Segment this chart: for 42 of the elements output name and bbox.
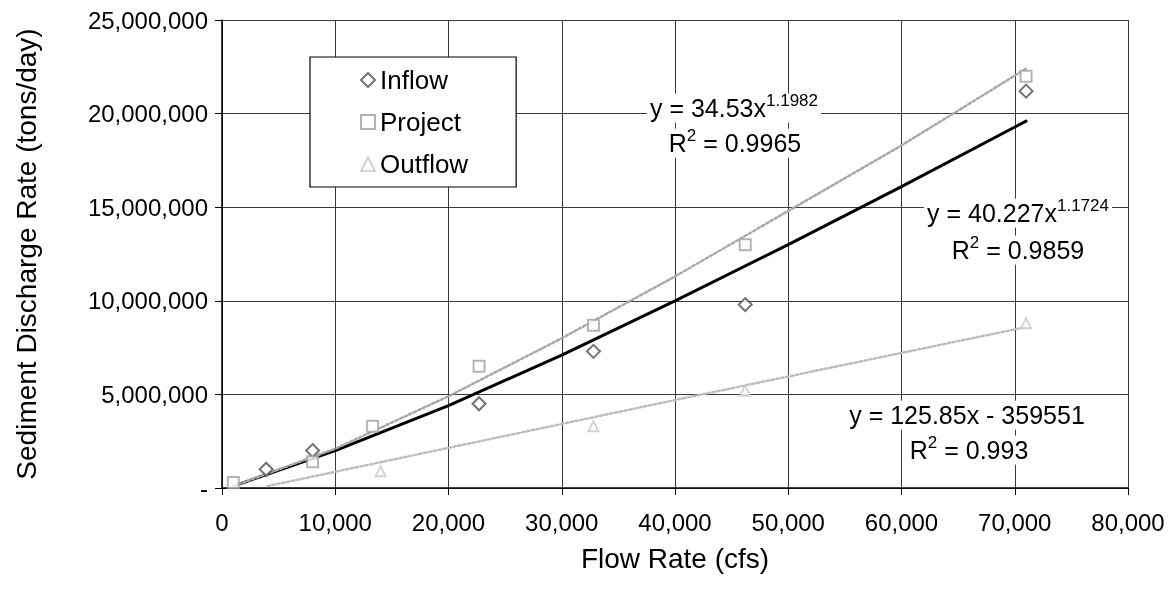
x-tick-label: 50,000 [751, 508, 825, 536]
y-tick-label: 5,000,000 [101, 380, 208, 408]
point [471, 396, 487, 412]
y-tick-label: 10,000,000 [87, 287, 208, 315]
point [472, 359, 486, 373]
annotation: y = 34.53x$^{1.1982}$ [646, 91, 822, 123]
x-tick-label: 80,000 [1091, 508, 1165, 536]
point [737, 297, 753, 313]
x-tick-label: 20,000 [411, 508, 486, 536]
y-tick-label: 15,000,000 [87, 193, 208, 221]
point [587, 420, 600, 433]
point [1019, 69, 1033, 83]
x-tick-label: 60,000 [864, 508, 939, 536]
annotation: y = 40.227x$^{1.1724}$ [924, 196, 1112, 228]
x-tick-label: 70,000 [978, 508, 1052, 536]
point [1018, 83, 1034, 99]
point [366, 419, 380, 433]
y-tick-label: 25,000,000 [87, 6, 208, 34]
point [226, 475, 240, 489]
annotation: y = 125.85x - 359551 [846, 400, 1088, 430]
y-axis-title: Sediment Discharge Rate (tons/day) [10, 28, 42, 480]
point [1020, 317, 1033, 330]
point [585, 343, 601, 359]
annotation: R$^{2}$ = 0.9859 [948, 233, 1088, 265]
annotation: R$^{2}$ = 0.993 [906, 433, 1032, 465]
point [738, 238, 752, 252]
annotation: R$^{2}$ = 0.9965 [665, 126, 805, 158]
x-tick-label: 40,000 [638, 508, 712, 536]
x-axis-title: Flow Rate (cfs) [580, 542, 770, 574]
point [739, 384, 752, 397]
point [374, 465, 387, 478]
y-tick-label: - [200, 474, 208, 502]
point [306, 455, 320, 469]
x-tick-label: 10,000 [298, 508, 372, 536]
legend-label: Outflow [380, 149, 469, 179]
y-tick-label: 20,000,000 [87, 100, 208, 128]
legend-label: Project [380, 107, 462, 137]
legend-label: Inflow [380, 65, 449, 95]
point [586, 318, 600, 332]
point [258, 461, 274, 477]
x-tick-label: 0 [215, 508, 229, 536]
x-tick-label: 30,000 [525, 508, 599, 536]
